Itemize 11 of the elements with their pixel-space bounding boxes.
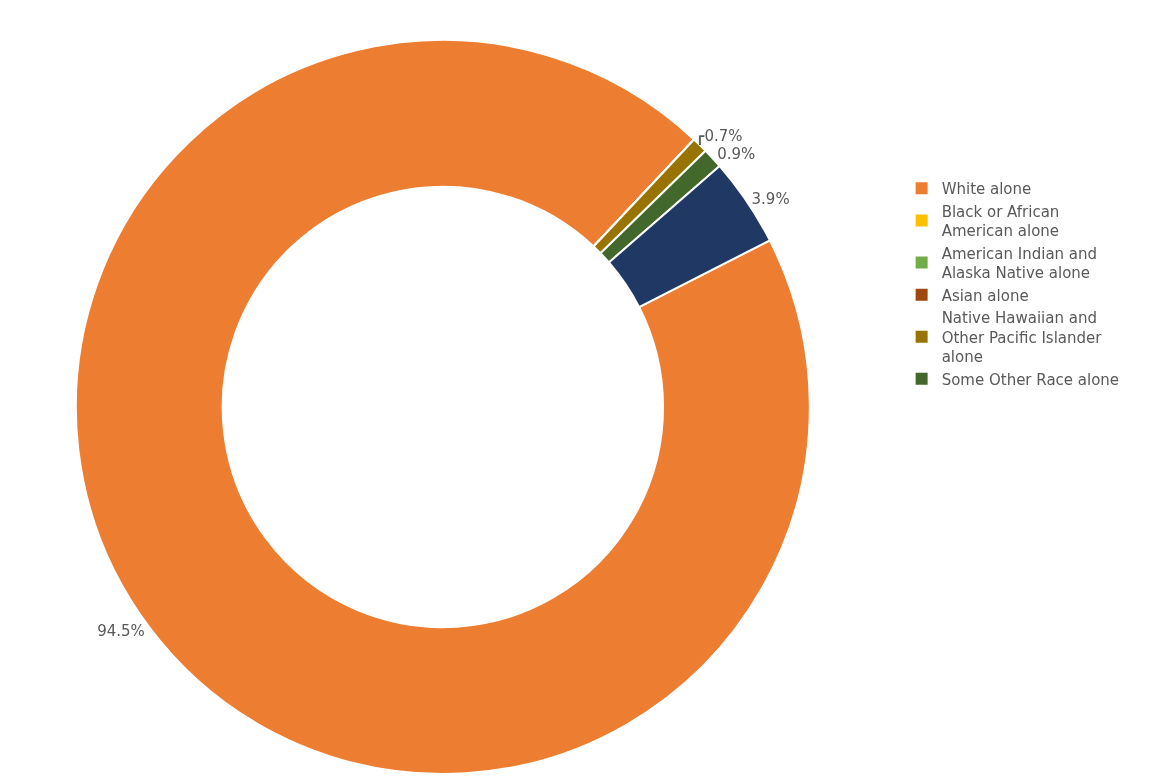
data-label: 0.9% (717, 145, 756, 164)
legend-label: White alone (941, 180, 1032, 199)
donut-slice (74, 39, 811, 775)
legend-label: Some Other Race alone (941, 370, 1120, 389)
legend-label: Native Hawaiian and Other Pacific Islander alone (941, 309, 1103, 367)
legend-label: Black or African American alone (941, 202, 1060, 241)
legend-label: Asian alone (941, 286, 1029, 305)
legend-label: American Indian and Alaska Native alone (941, 244, 1098, 283)
data-label: 94.5% (97, 621, 145, 640)
data-label: 3.9% (751, 189, 790, 208)
data-label: 0.7% (704, 127, 743, 146)
